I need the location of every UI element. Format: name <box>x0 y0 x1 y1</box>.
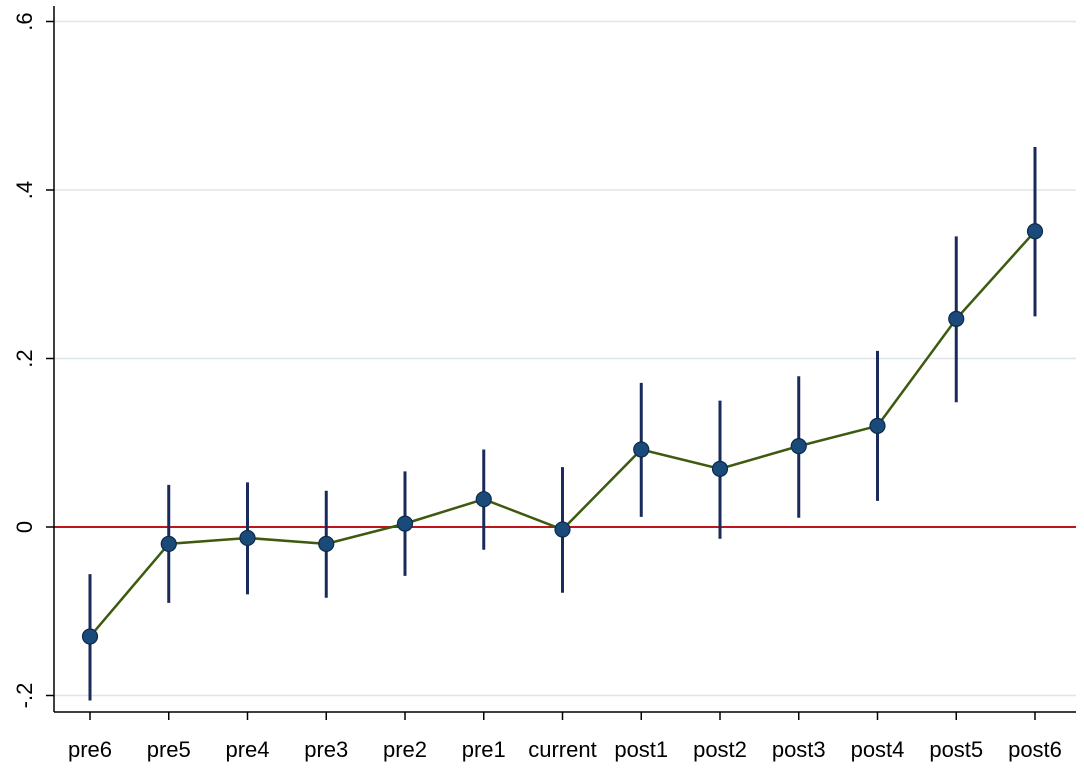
x-tick-label-post1: post1 <box>614 737 668 762</box>
point-current <box>554 521 571 538</box>
x-tick-label-pre6: pre6 <box>68 737 112 762</box>
y-tick-label-2: .2 <box>12 349 37 367</box>
x-tick-label-pre4: pre4 <box>225 737 269 762</box>
point-pre6 <box>81 628 99 645</box>
y-tick-label-4: .6 <box>12 12 37 30</box>
x-tick-label-pre3: pre3 <box>304 737 348 762</box>
point-post6 <box>1026 223 1044 240</box>
y-axis-ticks: -.2 0 .2 .4 .6 <box>12 12 54 708</box>
x-tick-label-current: current <box>528 737 596 762</box>
x-tick-label-post2: post2 <box>693 737 747 762</box>
y-tick-label-3: .4 <box>12 181 37 199</box>
point-post2 <box>711 460 729 477</box>
point-pre2 <box>396 515 414 532</box>
grid-lines <box>54 20 1076 697</box>
x-tick-label-pre1: pre1 <box>462 737 506 762</box>
point-post3 <box>790 438 807 455</box>
x-tick-label-pre5: pre5 <box>147 737 191 762</box>
y-tick-label-0: -.2 <box>12 683 37 709</box>
x-tick-label-post5: post5 <box>929 737 983 762</box>
y-tick-label-1: 0 <box>12 521 37 533</box>
point-pre3 <box>318 535 335 552</box>
x-tick-label-pre2: pre2 <box>383 737 427 762</box>
point-pre5 <box>160 535 177 552</box>
point-post5 <box>948 310 965 328</box>
confidence-intervals <box>88 147 1037 701</box>
point-post4 <box>869 417 886 434</box>
data-points <box>81 223 1044 645</box>
point-post1 <box>633 441 650 458</box>
x-tick-label-post3: post3 <box>772 737 826 762</box>
x-tick-label-post6: post6 <box>1008 737 1062 762</box>
x-axis-ticks: pre6 pre5 pre4 pre3 pre2 pre1 current post1 post… <box>68 712 1062 762</box>
point-pre1 <box>475 491 492 508</box>
x-tick-label-post4: post4 <box>851 737 905 762</box>
point-pre4 <box>239 529 256 547</box>
